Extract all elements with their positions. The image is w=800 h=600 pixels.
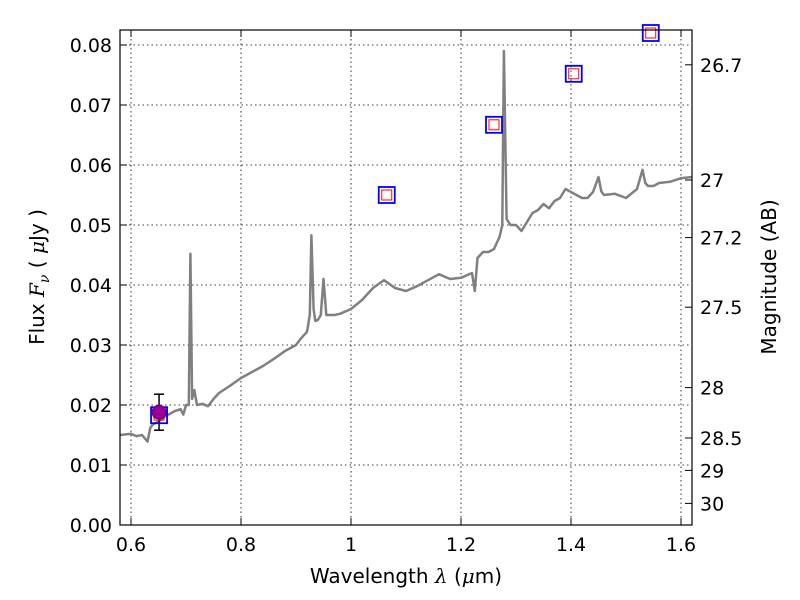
model-square <box>641 24 660 42</box>
x-tick-label: 1 <box>345 534 357 556</box>
x-tick-label: 0.6 <box>116 534 146 556</box>
model-square-inner <box>645 27 657 39</box>
plot-frame <box>119 29 693 526</box>
y-axis-label: Flux Fν ( μJy ) <box>25 209 53 345</box>
right-tick-label: 28.5 <box>700 428 742 450</box>
model-square <box>377 186 396 204</box>
model-square-inner <box>381 189 393 201</box>
y-tick-label: 0.04 <box>70 275 112 297</box>
marker-layer <box>150 24 660 431</box>
x-axis-label: Wavelength λ (μm) <box>310 564 502 588</box>
x-tick-label: 1.2 <box>446 534 476 556</box>
model-square-inner <box>488 119 500 131</box>
y-tick-label: 0.06 <box>70 155 112 177</box>
x-tick-label: 1.6 <box>666 534 696 556</box>
y-tick-label: 0.00 <box>70 515 112 537</box>
right-tick-label: 29 <box>700 460 724 482</box>
y-tick-label: 0.08 <box>70 35 112 57</box>
y-tick-label: 0.02 <box>70 395 112 417</box>
y-tick-label: 0.01 <box>70 455 112 477</box>
model-square <box>564 64 583 83</box>
spectrum-layer <box>119 49 693 443</box>
y-tick-label: 0.03 <box>70 335 112 357</box>
model-square-inner <box>568 68 580 80</box>
right-tick-label: 27.2 <box>700 228 742 250</box>
right-tick-label: 28 <box>700 378 724 400</box>
right-tick-label: 26.7 <box>700 55 742 77</box>
y-tick-label: 0.07 <box>70 95 112 117</box>
observed-point <box>151 404 167 420</box>
right-axis-label: Magnitude (AB) <box>757 199 781 354</box>
right-tick-label: 27.5 <box>700 297 742 319</box>
model-square <box>485 115 503 134</box>
right-tick-label: 30 <box>700 493 724 515</box>
ticks: 0.6 0.8 1 1.2 1.4 1.6 0.00 0.01 0.02 0.03 0.04 0.05… <box>70 30 742 556</box>
spectrum-line <box>119 49 693 443</box>
plot-background <box>120 30 692 525</box>
x-tick-label: 1.4 <box>556 534 586 556</box>
y-tick-label: 0.05 <box>70 215 112 237</box>
x-tick-label: 0.8 <box>226 534 256 556</box>
right-tick-label: 27 <box>700 170 724 192</box>
